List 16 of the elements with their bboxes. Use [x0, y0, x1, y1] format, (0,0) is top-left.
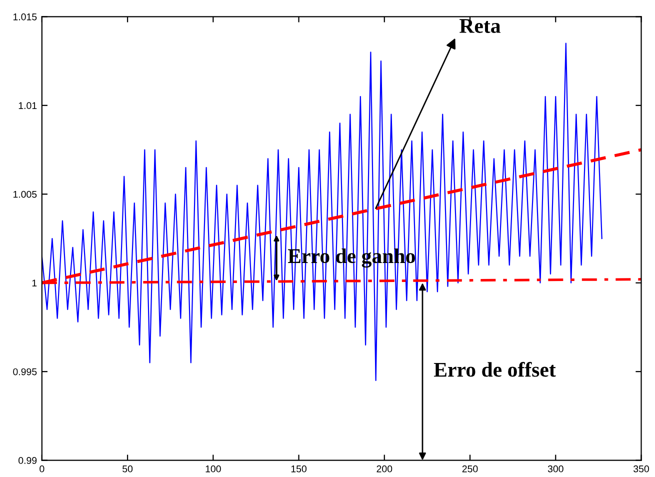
y-tick-label: 1: [32, 280, 37, 286]
y-tick-label: 1.005: [13, 190, 37, 198]
x-tick-label: 300: [548, 465, 564, 472]
annotation: Reta: [460, 19, 500, 33]
x-tick-label: 150: [291, 465, 307, 472]
x-tick-label: 200: [376, 465, 392, 472]
y-tick-label: 0.995: [13, 368, 37, 376]
x-tick-label: 250: [462, 465, 478, 472]
x-tick-label: 100: [206, 465, 221, 472]
y-tick-label: 0.99: [18, 457, 37, 464]
y-tick-label: 1.01: [18, 102, 37, 110]
x-tick-label: 0: [40, 465, 44, 472]
annotation: Erro de offset: [434, 362, 556, 377]
y-tick-label: 1.015: [13, 13, 37, 20]
x-tick-label: 350: [634, 465, 649, 472]
x-tick-label: 50: [122, 465, 133, 472]
